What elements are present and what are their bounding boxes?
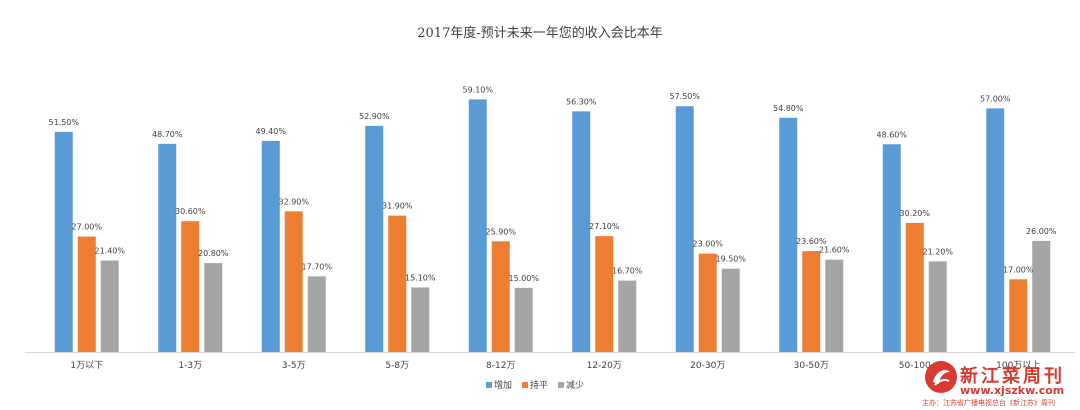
bar-减少-3-5万 bbox=[307, 276, 326, 352]
data-label: 49.40% bbox=[255, 127, 286, 136]
data-label: 32.90% bbox=[278, 197, 309, 206]
data-label: 23.00% bbox=[692, 240, 723, 249]
bar-增加-100万以上 bbox=[986, 108, 1005, 352]
x-tick-label: 3-5万 bbox=[282, 361, 306, 371]
legend-label: 减少 bbox=[566, 379, 584, 391]
legend-swatch bbox=[486, 382, 492, 388]
bar-持平-20-30万 bbox=[698, 253, 717, 352]
data-label: 26.00% bbox=[1026, 227, 1057, 236]
data-label: 54.80% bbox=[773, 104, 804, 113]
x-tick-label: 1-3万 bbox=[178, 361, 202, 371]
bar-持平-100万以上 bbox=[1009, 279, 1028, 352]
x-tick-label: 30-50万 bbox=[794, 361, 829, 371]
watermark-logo-icon bbox=[925, 361, 957, 393]
bar-增加-3-5万 bbox=[261, 140, 280, 352]
legend-label: 增加 bbox=[494, 379, 512, 391]
watermark-source: 主办：江苏省广播电视总台《新江苏》周刊 bbox=[922, 399, 1055, 407]
watermark-brand: 新江菜周刊 bbox=[960, 366, 1065, 387]
bar-减少-8-12万 bbox=[514, 287, 533, 352]
bar-持平-8-12万 bbox=[491, 241, 510, 352]
x-tick-label: 20-30万 bbox=[690, 361, 725, 371]
x-tick-label: 100万以上 bbox=[996, 360, 1040, 371]
bar-减少-1-3万 bbox=[204, 263, 223, 352]
watermark-url: www.xjszkw.com bbox=[960, 384, 1065, 397]
bar-减少-12-20万 bbox=[618, 280, 637, 352]
data-label: 21.40% bbox=[94, 247, 125, 256]
data-label: 30.20% bbox=[899, 209, 930, 218]
data-label: 59.10% bbox=[462, 85, 493, 94]
bars-group bbox=[54, 99, 1051, 352]
data-label: 27.10% bbox=[589, 222, 620, 231]
bar-增加-1万以下 bbox=[54, 131, 73, 352]
data-label: 19.50% bbox=[715, 255, 746, 264]
bar-持平-50-100 bbox=[905, 222, 924, 352]
data-label: 25.90% bbox=[485, 227, 516, 236]
data-label: 27.00% bbox=[71, 223, 102, 232]
bar-增加-20-30万 bbox=[675, 106, 694, 352]
x-tick-label: 12-20万 bbox=[587, 361, 622, 371]
x-tick-label: 1万以下 bbox=[70, 361, 103, 371]
data-label: 30.60% bbox=[175, 207, 206, 216]
data-label: 15.10% bbox=[405, 273, 436, 282]
data-label: 17.00% bbox=[1003, 265, 1034, 274]
data-label: 52.90% bbox=[359, 112, 390, 121]
bar-持平-1-3万 bbox=[181, 221, 200, 352]
legend: 增加 持平 减少 bbox=[486, 379, 584, 391]
bar-减少-5-8万 bbox=[411, 287, 430, 352]
bar-减少-20-30万 bbox=[721, 268, 740, 352]
bar-持平-5-8万 bbox=[388, 215, 407, 352]
bar-增加-30-50万 bbox=[779, 117, 798, 352]
data-labels-group: 51.50% 27.00% 21.40% 48.70% 30.60% 20.80% 49.4… bbox=[48, 85, 1056, 282]
legend-swatch bbox=[522, 382, 528, 388]
data-label: 15.00% bbox=[508, 274, 539, 283]
x-tick-label: 50-100 bbox=[899, 361, 931, 371]
data-label: 57.50% bbox=[669, 92, 700, 101]
legend-swatch bbox=[558, 382, 564, 388]
watermark: 新江菜周刊 www.xjszkw.com 主办：江苏省广播电视总台《新江苏》周刊 bbox=[920, 358, 1078, 408]
data-label: 48.70% bbox=[152, 130, 183, 139]
bar-持平-12-20万 bbox=[595, 236, 614, 352]
data-label: 21.20% bbox=[922, 247, 953, 256]
x-tick-labels: 1万以下 1-3万 3-5万 5-8万 8-12万 12-20万 20-30万 30-50万 5… bbox=[70, 360, 1040, 371]
bar-增加-50-100 bbox=[882, 144, 901, 352]
data-label: 20.80% bbox=[198, 249, 229, 258]
x-tick-label: 5-8万 bbox=[385, 361, 409, 371]
bar-持平-30-50万 bbox=[802, 251, 821, 352]
bar-增加-8-12万 bbox=[468, 99, 487, 352]
data-label: 21.60% bbox=[819, 246, 850, 255]
bar-增加-5-8万 bbox=[365, 125, 384, 352]
chart-title: 2017年度-预计未来一年您的收入会比本年 bbox=[417, 25, 662, 41]
bar-减少-30-50万 bbox=[825, 259, 844, 352]
bar-减少-1万以下 bbox=[100, 260, 119, 352]
bar-持平-3-5万 bbox=[284, 211, 303, 352]
x-tick-label: 8-12万 bbox=[486, 361, 515, 371]
data-label: 16.70% bbox=[612, 267, 643, 276]
bar-减少-50-100 bbox=[928, 261, 947, 352]
bar-增加-12-20万 bbox=[572, 111, 591, 352]
bar-持平-1万以下 bbox=[77, 236, 96, 352]
data-label: 23.60% bbox=[796, 237, 827, 246]
data-label: 56.30% bbox=[566, 97, 597, 106]
bar-减少-100万以上 bbox=[1032, 240, 1051, 352]
data-label: 51.50% bbox=[48, 118, 79, 127]
data-label: 17.70% bbox=[301, 262, 332, 271]
bar-增加-1-3万 bbox=[158, 143, 177, 352]
data-label: 57.00% bbox=[980, 94, 1011, 103]
data-label: 48.60% bbox=[876, 130, 907, 139]
data-label: 31.90% bbox=[382, 202, 413, 211]
legend-label: 持平 bbox=[530, 379, 548, 391]
